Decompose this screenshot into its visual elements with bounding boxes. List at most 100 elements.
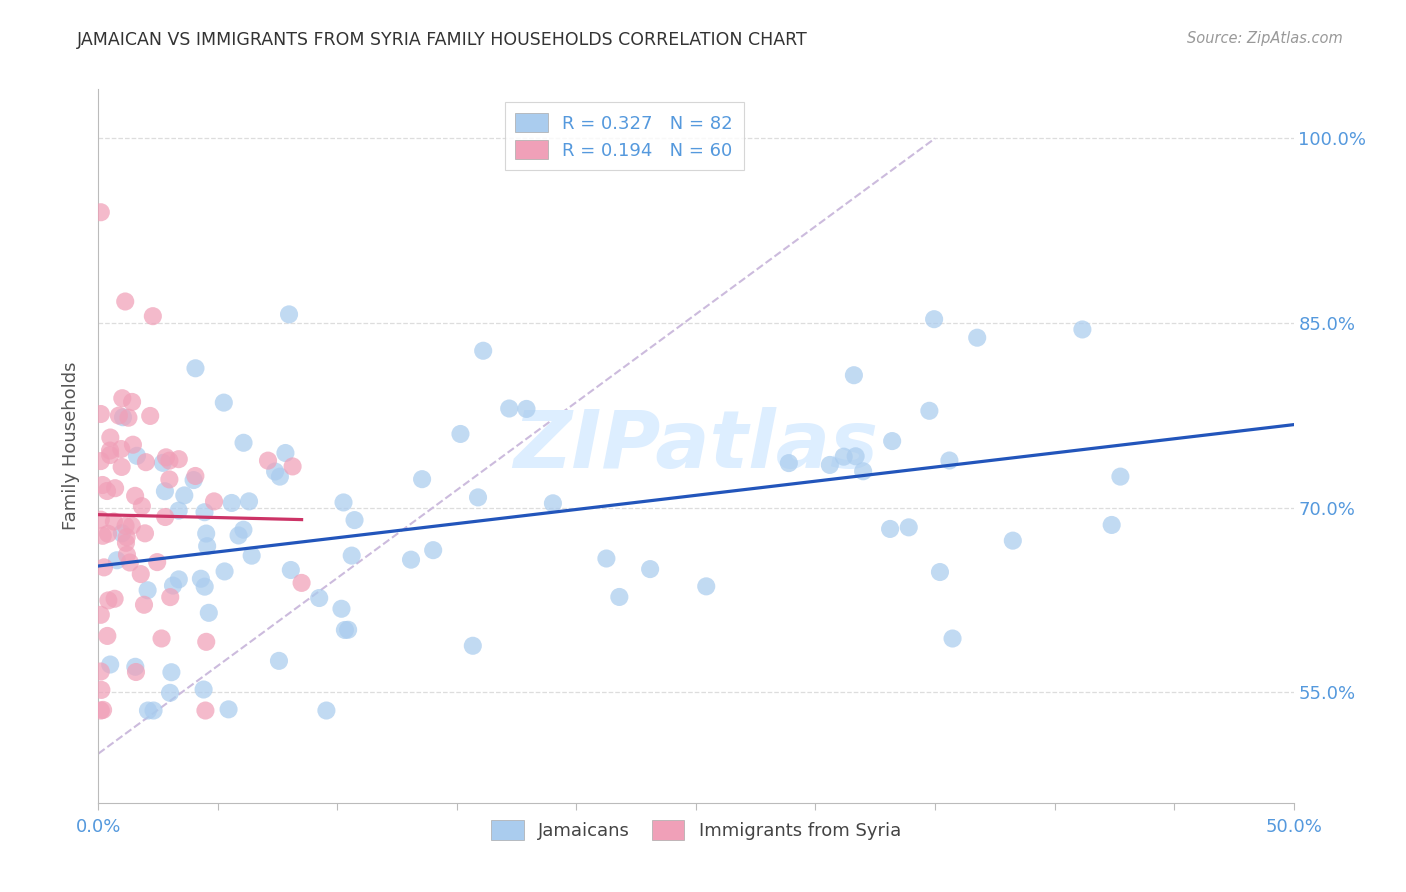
Point xyxy=(842,368,865,383)
Point xyxy=(264,465,287,479)
Point xyxy=(153,484,176,499)
Point xyxy=(845,450,868,464)
Point xyxy=(257,453,280,467)
Point xyxy=(595,551,617,566)
Point xyxy=(941,632,963,646)
Point xyxy=(228,528,250,542)
Point xyxy=(198,606,221,620)
Point xyxy=(472,343,495,358)
Point xyxy=(111,410,134,425)
Point xyxy=(98,448,121,462)
Point xyxy=(125,449,148,463)
Point xyxy=(150,632,173,646)
Point xyxy=(291,575,314,590)
Point xyxy=(91,529,114,543)
Point xyxy=(330,601,353,615)
Point xyxy=(110,442,132,456)
Point xyxy=(609,590,631,604)
Point xyxy=(218,702,240,716)
Point xyxy=(132,598,155,612)
Point xyxy=(238,494,260,508)
Point xyxy=(111,391,134,405)
Point xyxy=(90,454,112,468)
Point xyxy=(638,562,661,576)
Point xyxy=(194,704,217,718)
Point xyxy=(90,665,112,679)
Point xyxy=(897,520,920,534)
Point xyxy=(1001,533,1024,548)
Point xyxy=(118,556,141,570)
Point xyxy=(966,331,988,345)
Point xyxy=(212,395,235,409)
Point xyxy=(343,513,366,527)
Point xyxy=(938,453,960,467)
Point xyxy=(411,472,433,486)
Point xyxy=(111,526,134,541)
Point xyxy=(190,572,212,586)
Legend: Jamaicans, Immigrants from Syria: Jamaicans, Immigrants from Syria xyxy=(484,813,908,847)
Point xyxy=(90,682,112,697)
Point xyxy=(1109,469,1132,483)
Point xyxy=(157,453,180,467)
Point xyxy=(152,456,174,470)
Point xyxy=(879,522,901,536)
Point xyxy=(1101,518,1123,533)
Point xyxy=(422,543,444,558)
Point xyxy=(461,639,484,653)
Point xyxy=(922,312,945,326)
Point xyxy=(121,395,143,409)
Point xyxy=(146,555,169,569)
Point xyxy=(90,407,112,421)
Point xyxy=(91,478,114,492)
Point xyxy=(194,580,217,594)
Point xyxy=(90,513,112,527)
Point xyxy=(315,704,337,718)
Point xyxy=(134,526,156,541)
Point xyxy=(515,401,537,416)
Point xyxy=(157,472,180,486)
Point xyxy=(541,496,564,510)
Point xyxy=(129,567,152,582)
Point xyxy=(135,455,157,469)
Point xyxy=(280,563,302,577)
Point xyxy=(333,623,356,637)
Point xyxy=(90,704,112,718)
Point xyxy=(337,623,360,637)
Point xyxy=(232,523,254,537)
Point xyxy=(111,459,134,474)
Point xyxy=(159,590,181,604)
Point xyxy=(183,473,205,487)
Point xyxy=(332,495,354,509)
Point xyxy=(278,307,301,321)
Text: ZIPatlas: ZIPatlas xyxy=(513,407,879,485)
Point xyxy=(274,446,297,460)
Point xyxy=(115,530,138,544)
Point xyxy=(104,481,127,495)
Point xyxy=(340,549,363,563)
Point xyxy=(124,489,146,503)
Point xyxy=(121,518,143,533)
Point xyxy=(173,488,195,502)
Point xyxy=(162,578,184,592)
Point xyxy=(852,464,875,478)
Point xyxy=(193,682,215,697)
Point xyxy=(267,654,290,668)
Point xyxy=(918,404,941,418)
Point xyxy=(114,519,136,533)
Point xyxy=(167,573,190,587)
Point xyxy=(93,560,115,574)
Point xyxy=(281,459,304,474)
Point xyxy=(195,539,218,553)
Point xyxy=(929,565,952,579)
Point xyxy=(695,579,717,593)
Point xyxy=(467,491,489,505)
Point xyxy=(195,526,218,541)
Y-axis label: Family Households: Family Households xyxy=(62,362,80,530)
Point xyxy=(98,443,121,458)
Point xyxy=(160,665,183,680)
Point xyxy=(139,409,162,423)
Point xyxy=(1071,322,1094,336)
Point xyxy=(96,629,118,643)
Point xyxy=(308,591,330,605)
Point xyxy=(98,431,121,445)
